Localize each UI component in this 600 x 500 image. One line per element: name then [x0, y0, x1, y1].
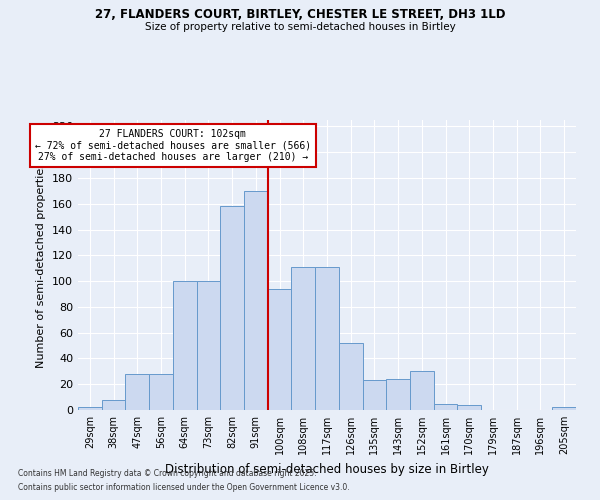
Text: Size of property relative to semi-detached houses in Birtley: Size of property relative to semi-detach… [145, 22, 455, 32]
Bar [386, 379, 410, 410]
Text: 27, FLANDERS COURT, BIRTLEY, CHESTER LE STREET, DH3 1LD: 27, FLANDERS COURT, BIRTLEY, CHESTER LE … [95, 8, 505, 20]
Bar [292, 267, 315, 410]
Bar [244, 191, 268, 410]
Y-axis label: Number of semi-detached properties: Number of semi-detached properties [37, 162, 46, 368]
Bar [173, 281, 197, 410]
Bar [410, 372, 434, 410]
Bar [552, 408, 576, 410]
Bar [149, 374, 173, 410]
Bar [362, 380, 386, 410]
Bar [78, 408, 102, 410]
Text: Contains HM Land Registry data © Crown copyright and database right 2025.: Contains HM Land Registry data © Crown c… [18, 468, 317, 477]
Bar [197, 281, 220, 410]
Bar [315, 267, 339, 410]
Bar [220, 206, 244, 410]
Bar [102, 400, 125, 410]
Bar [268, 289, 292, 410]
Text: 27 FLANDERS COURT: 102sqm
← 72% of semi-detached houses are smaller (566)
27% of: 27 FLANDERS COURT: 102sqm ← 72% of semi-… [35, 129, 311, 162]
Text: Contains public sector information licensed under the Open Government Licence v3: Contains public sector information licen… [18, 484, 350, 492]
X-axis label: Distribution of semi-detached houses by size in Birtley: Distribution of semi-detached houses by … [165, 462, 489, 475]
Bar [434, 404, 457, 410]
Bar [457, 405, 481, 410]
Bar [339, 343, 362, 410]
Bar [125, 374, 149, 410]
